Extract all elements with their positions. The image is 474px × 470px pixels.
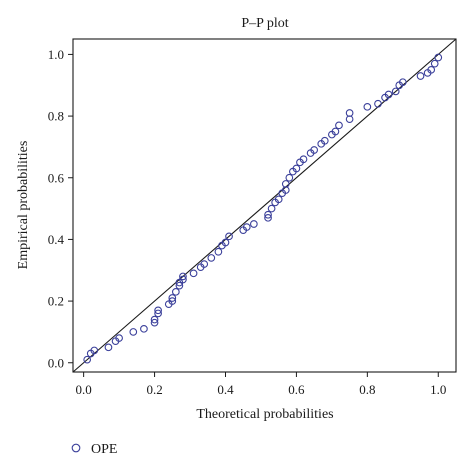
data-point [285, 173, 294, 182]
data-point [140, 324, 148, 333]
data-point [175, 281, 184, 290]
plot-area [72, 38, 457, 373]
data-point [214, 247, 223, 256]
data-point [242, 223, 251, 231]
data-point [168, 297, 177, 305]
data-point [281, 180, 290, 188]
data-point [416, 72, 425, 80]
data-point [434, 53, 443, 62]
x-tick-label: 0.2 [146, 382, 162, 397]
x-tick-label: 0.6 [288, 382, 305, 397]
data-point [427, 65, 436, 74]
data-point [171, 287, 180, 296]
data-point [207, 254, 216, 262]
y-tick-label: 0.4 [48, 232, 65, 247]
axis-ticks: 0.0 0.2 0.4 0.6 0.8 1.0 0.0 0.2 0.4 0.6 0.8 1.0 [48, 47, 447, 397]
data-point [363, 102, 372, 111]
data-point [310, 146, 318, 154]
data-point [264, 213, 272, 222]
data-point [331, 127, 340, 136]
y-tick-label: 0.0 [48, 355, 64, 370]
data-point [374, 99, 382, 108]
data-point [292, 164, 301, 173]
x-tick-label: 0.0 [76, 382, 92, 397]
legend-label-ope: OPE [91, 442, 117, 457]
data-point [384, 90, 393, 99]
legend-marker-icon [71, 443, 81, 453]
data-point [320, 136, 329, 145]
data-point [391, 87, 400, 96]
data-point [345, 109, 354, 117]
y-axis-label: Empirical probabilities [16, 141, 31, 270]
data-point [335, 121, 343, 130]
data-point [430, 59, 439, 68]
data-point [168, 294, 177, 302]
data-point [154, 309, 162, 318]
x-tick-label: 1.0 [430, 382, 446, 397]
data-point [104, 343, 113, 352]
data-point [189, 269, 198, 278]
data-point [398, 78, 407, 87]
data-point [225, 232, 233, 241]
data-point [150, 315, 159, 324]
data-point [274, 195, 283, 204]
data-point [267, 204, 276, 213]
x-tick-label: 0.8 [359, 382, 375, 397]
y-tick-label: 0.6 [48, 170, 65, 185]
data-point [299, 155, 308, 164]
chart-title: P–P plot [241, 16, 288, 31]
y-tick-label: 0.8 [48, 109, 64, 124]
data-point [264, 210, 272, 219]
data-point [154, 306, 162, 315]
data-point [250, 220, 258, 228]
data-point [345, 115, 354, 124]
y-tick-label: 0.2 [48, 294, 64, 309]
data-point [83, 355, 92, 364]
x-axis-label: Theoretical probabilities [196, 407, 333, 422]
data-point [115, 334, 123, 342]
plot-frame [72, 38, 457, 373]
data-point [150, 318, 159, 327]
x-tick-label: 0.4 [217, 382, 234, 397]
legend: OPE [71, 442, 117, 457]
data-point [200, 260, 209, 268]
y-tick-label: 1.0 [48, 47, 64, 62]
data-point [179, 272, 187, 281]
data-point [221, 238, 230, 247]
data-point [179, 275, 187, 284]
data-point [129, 328, 138, 336]
data-point [90, 346, 99, 355]
